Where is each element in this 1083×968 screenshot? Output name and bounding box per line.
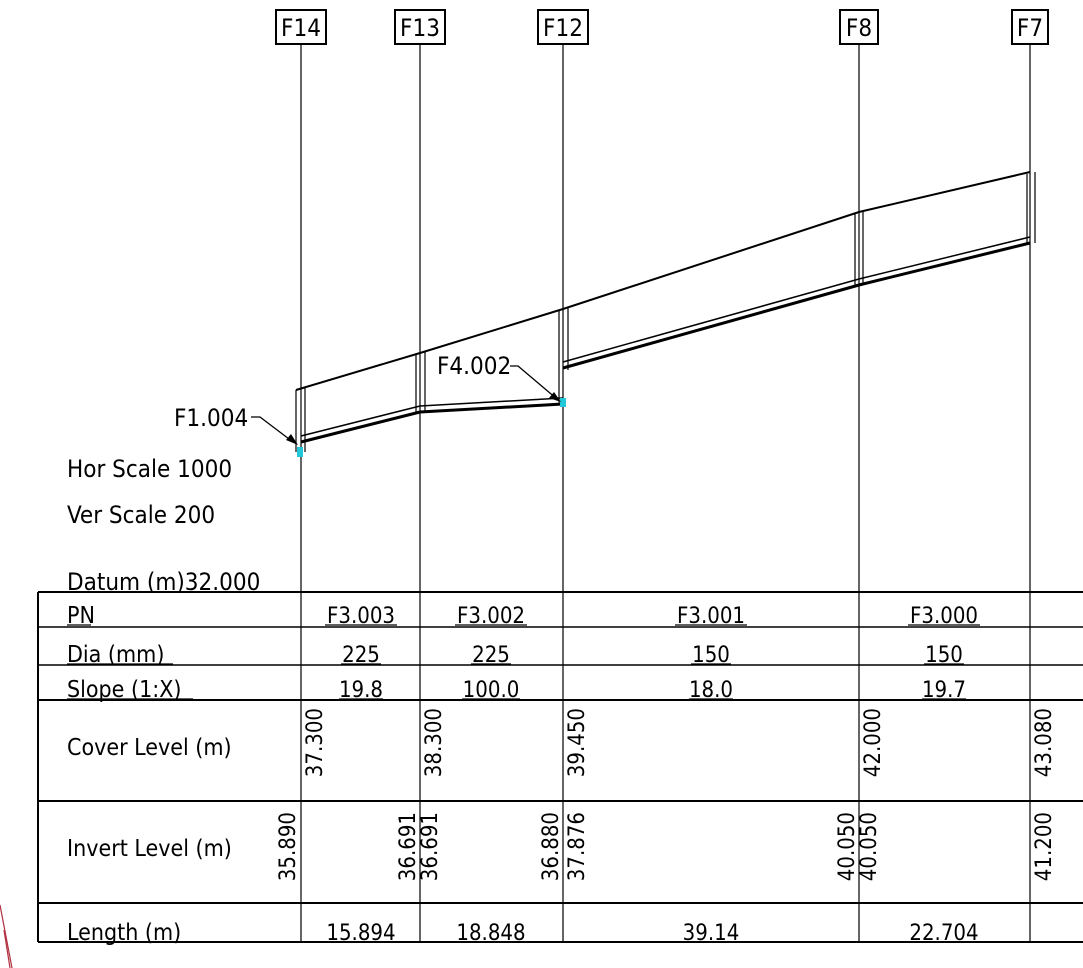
invert-level: 36.691 bbox=[418, 812, 443, 881]
invert-level: 41.200 bbox=[1032, 812, 1057, 881]
manhole-box-f12 bbox=[537, 9, 589, 45]
manhole-box-f8 bbox=[839, 9, 879, 45]
cover-level: 38.300 bbox=[422, 708, 447, 777]
leader-f1-004 bbox=[251, 416, 294, 443]
leader-arrow-f4-002 bbox=[549, 392, 561, 402]
manhole-label: F8 bbox=[846, 14, 872, 42]
chainage-lines bbox=[300, 44, 1031, 942]
manhole-label: F7 bbox=[1017, 14, 1043, 42]
leader-f4-002 bbox=[510, 365, 558, 400]
manhole-label: F13 bbox=[400, 14, 440, 42]
pipe-f3-001 bbox=[562, 278, 860, 370]
invert-level: 35.890 bbox=[276, 812, 301, 881]
cover-level: 39.450 bbox=[565, 708, 590, 777]
ground-profile-line bbox=[295, 171, 1031, 391]
connection-marker-f1-004 bbox=[297, 447, 303, 457]
manhole-chambers bbox=[295, 172, 1036, 452]
row-label-cover: Cover Level (m) bbox=[67, 735, 232, 761]
horizontal-scale: Hor Scale 1000 bbox=[67, 455, 232, 483]
corner-hatch-mark bbox=[0, 904, 13, 968]
cover-level: 37.300 bbox=[303, 708, 328, 777]
invert-level: 36.880 bbox=[539, 812, 564, 881]
invert-level: 40.050 bbox=[835, 812, 860, 881]
pipe-profiles bbox=[300, 236, 1031, 444]
connection-label-f1-004: F1.004 bbox=[174, 404, 248, 432]
pipe-f3-000 bbox=[858, 236, 1031, 287]
cover-level: 42.000 bbox=[861, 708, 886, 777]
invert-level: 37.876 bbox=[565, 812, 590, 881]
connection-label-f4-002: F4.002 bbox=[437, 352, 511, 380]
leader-arrow-f1-004 bbox=[286, 434, 298, 445]
row-label-invert: Invert Level (m) bbox=[67, 836, 232, 862]
manhole-labels: F14 F13 F12 F8 F7 bbox=[275, 9, 1049, 45]
invert-level: 40.050 bbox=[857, 812, 882, 881]
cover-level: 43.080 bbox=[1032, 708, 1057, 777]
data-table-frame bbox=[37, 591, 1083, 943]
manhole-box-f7 bbox=[1011, 9, 1049, 45]
connection-marker-f4-002 bbox=[560, 398, 566, 407]
manhole-label: F14 bbox=[281, 14, 321, 42]
cover-level-values: 37.300 38.300 39.450 42.000 43.080 bbox=[303, 708, 1057, 777]
pipe-f3-003 bbox=[300, 405, 421, 444]
manhole-label: F12 bbox=[543, 14, 583, 42]
manhole-box-f13 bbox=[394, 9, 446, 45]
invert-level: 36.691 bbox=[396, 812, 421, 881]
pipe-value-underlines bbox=[325, 624, 980, 943]
pipe-f3-002 bbox=[419, 397, 564, 414]
row-label-underlines bbox=[67, 624, 193, 943]
vertical-scale: Ver Scale 200 bbox=[67, 501, 215, 529]
invert-level-values: 35.890 36.691 36.691 36.880 37.876 40.05… bbox=[276, 812, 1057, 881]
manhole-box-f14 bbox=[275, 9, 327, 45]
